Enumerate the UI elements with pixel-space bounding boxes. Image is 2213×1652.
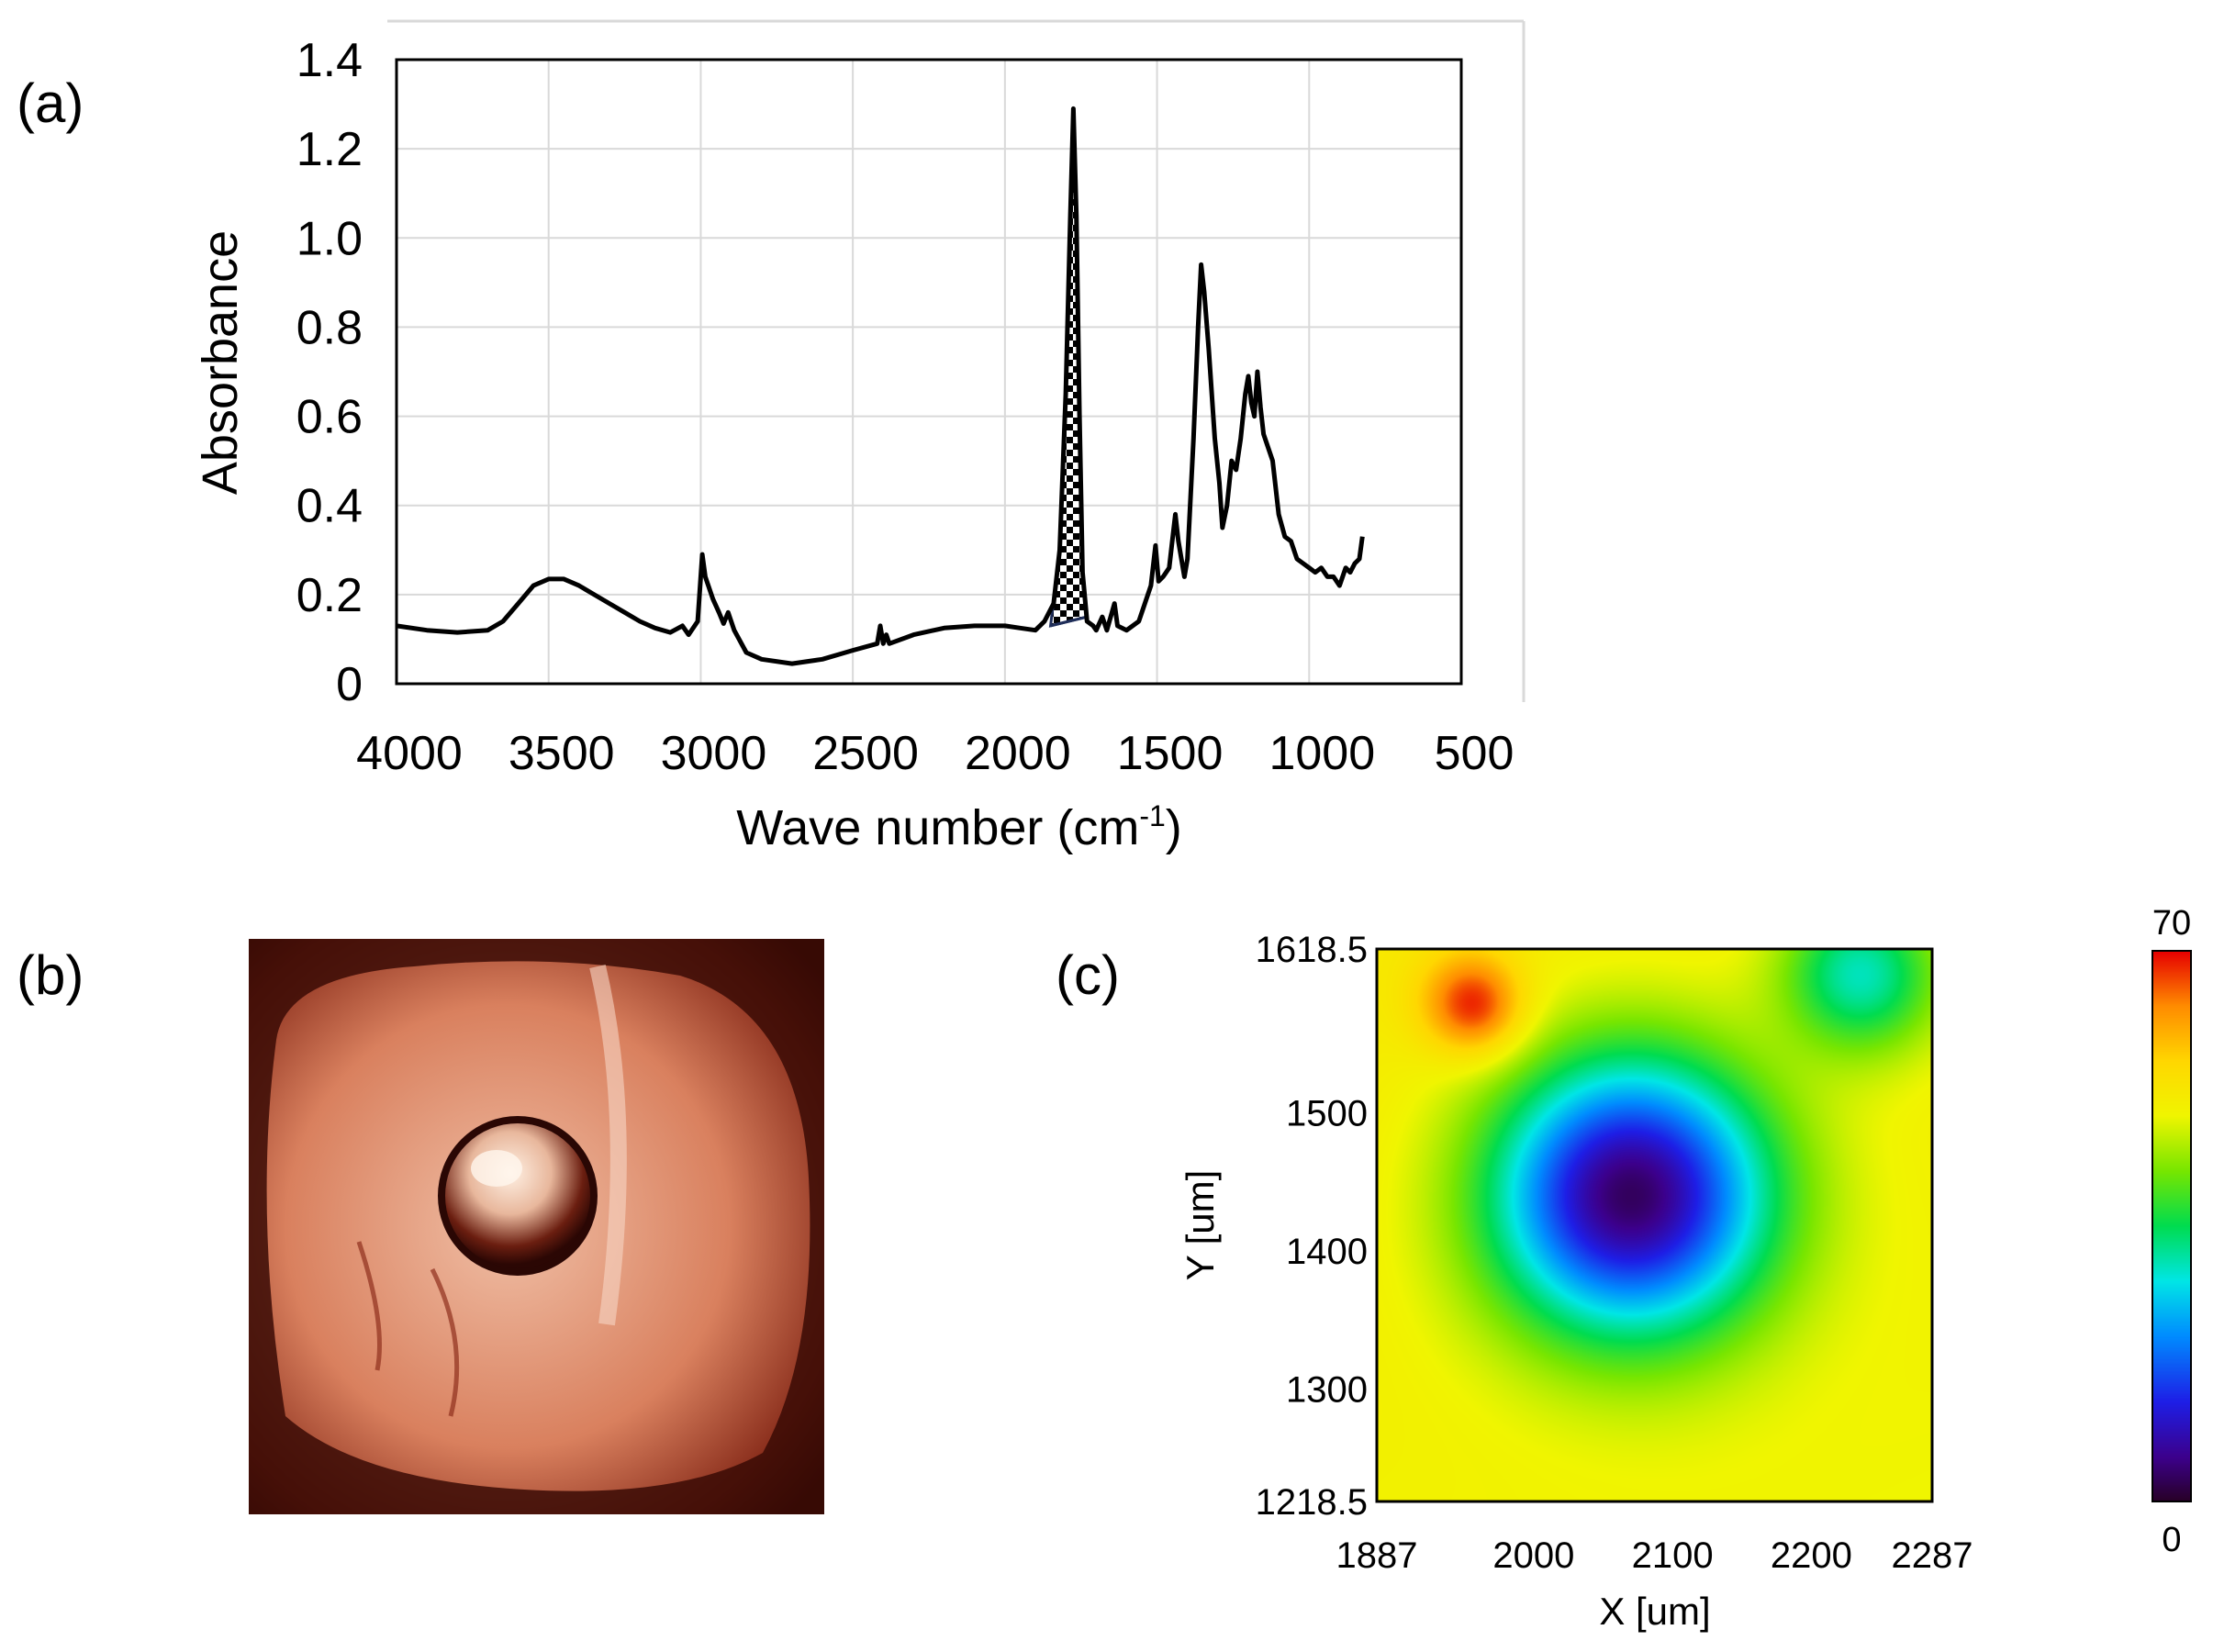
band-baseline [1050,615,1088,628]
colorbar-min-label: 0 [2162,1521,2181,1559]
y-tick-label: 0 [336,658,363,711]
bubble-rim [438,1116,598,1276]
x-tick-label: 2500 [812,727,919,780]
y-tick-labels: 0 0.2 0.4 0.6 0.8 1.0 1.2 1.4 [296,34,363,711]
y-tick-label: 0.6 [296,391,363,444]
x-tick-label: 1000 [1269,727,1375,780]
heatmap-image [1377,949,1932,1501]
x-tick-label: 2000 [965,727,1071,780]
x-tick-labels: 4000 3500 3000 2500 2000 1500 1000 500 [356,727,1514,780]
heatmap-x-axis-label: X [um] [1599,1590,1710,1633]
colorbar-gradient [2152,951,2191,1501]
y-tick-label: 0.4 [296,480,363,533]
y-tick-label: 1.4 [296,34,363,87]
micrograph-dark-border [249,939,824,1514]
x-axis-label: Wave number (cm-1) [736,799,1182,855]
y-tick-label: 1.0 [296,212,363,265]
bubble-highlight [471,1150,522,1187]
heatmap-y-tick-label: 1300 [1286,1369,1368,1410]
heatmap-y-tick-labels: 1218.5 1300 1400 1500 1618.5 [1256,930,1368,1523]
colorbar-max-label: 70 [2152,904,2191,943]
micrograph-image [249,939,824,1514]
colorbar [2152,951,2191,1501]
micrograph-streak [589,964,627,1326]
x-tick-label: 4000 [356,727,463,780]
y-tick-label: 1.2 [296,123,363,176]
x-tick-label: 3000 [661,727,767,780]
heatmap-y-tick-label: 1400 [1286,1232,1368,1272]
y-tick-label: 0.8 [296,301,363,354]
spectrum-chart: 0 0.2 0.4 0.6 0.8 1.0 1.2 1.4 4000 3500 3000 2500 2… [193,19,1526,855]
panel-label-a: (a) [17,73,84,134]
spectrum-line [396,106,1365,666]
x-tick-label: 1500 [1117,727,1224,780]
x-tick-label: 500 [1435,727,1514,780]
colorbar-frame [2152,950,2192,1502]
heatmap-frame [1375,947,1934,1503]
heatmap-canvas [1377,949,1932,1501]
heatmap-x-tick-label: 1887 [1336,1535,1418,1576]
y-axis-label: Absorbance [193,230,248,495]
panel-label-b: (b) [17,944,84,1006]
heatmap-x-tick-labels: 1887 2000 2100 2200 2287 [1336,1535,1973,1576]
heatmap-y-tick-label: 1500 [1286,1093,1368,1133]
plot-frame [395,58,1463,686]
panel-label-c: (c) [1056,944,1120,1006]
x-tick-label: 3500 [509,727,615,780]
grid-lines [397,60,1461,684]
y-tick-label: 0.2 [296,569,363,622]
heatmap-x-tick-label: 2100 [1632,1535,1714,1576]
heatmap-x-tick-label: 2000 [1492,1535,1574,1576]
heatmap-x-tick-label: 2287 [1892,1535,1973,1576]
micrograph-crack [356,1241,460,1417]
heatmap-y-axis-label: Y [um] [1179,1170,1222,1281]
heatmap-y-tick-label: 1618.5 [1256,930,1368,970]
heatmap-x-tick-label: 2200 [1771,1535,1852,1576]
heatmap-y-tick-label: 1218.5 [1256,1482,1368,1523]
series-group [396,106,1365,666]
